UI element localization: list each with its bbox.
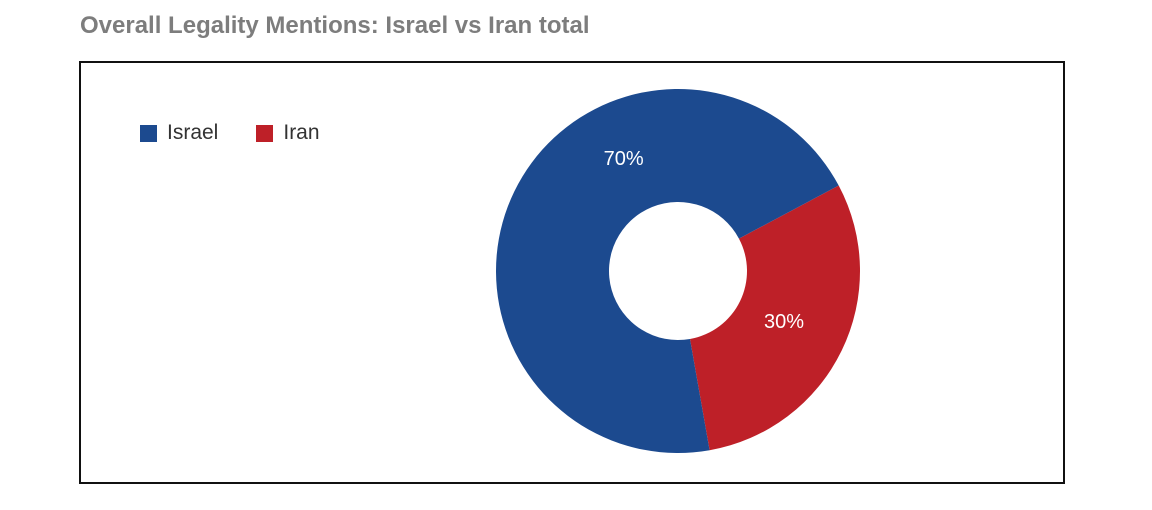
legend-item-iran: Iran — [256, 121, 320, 145]
legend-swatch-iran — [256, 124, 274, 142]
slice-label-israel: 70% — [604, 148, 644, 170]
donut-chart: 30% 70% — [496, 89, 861, 453]
legend-label-iran: Iran — [283, 121, 320, 144]
legend: Israel Iran — [140, 121, 358, 145]
donut-slice-iran — [689, 185, 861, 451]
legend-item-israel: Israel — [140, 121, 218, 145]
donut-slice-israel — [496, 89, 839, 453]
legend-label-israel: Israel — [167, 121, 219, 144]
slice-label-iran: 30% — [764, 311, 804, 333]
chart-title: Overall Legality Mentions: Israel vs Ira… — [80, 12, 590, 39]
chart-frame: Israel Iran 30% 70% — [79, 61, 1065, 484]
legend-swatch-israel — [140, 124, 157, 142]
